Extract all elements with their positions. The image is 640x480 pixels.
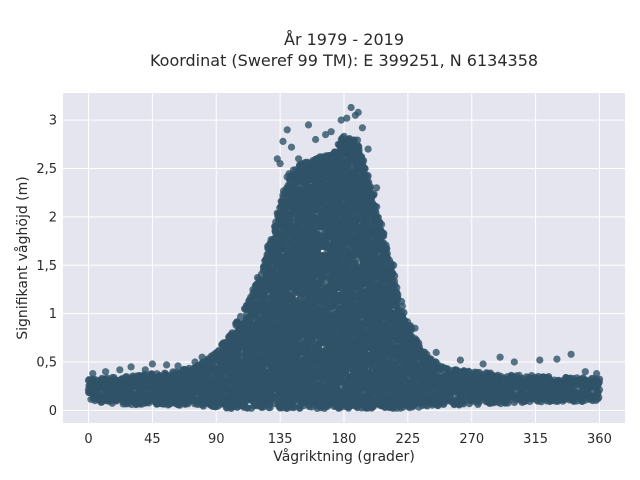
data-points: [84, 103, 604, 413]
data-point: [236, 312, 245, 321]
data-point: [266, 404, 274, 412]
chart-title-line-1: År 1979 - 2019: [284, 30, 404, 49]
chart-title-line-2: Koordinat (Sweref 99 TM): E 399251, N 61…: [150, 51, 538, 70]
